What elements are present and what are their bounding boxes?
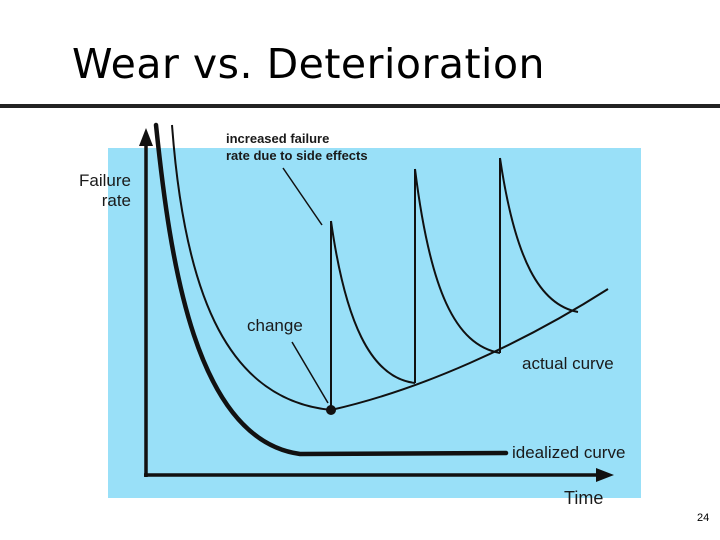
y-axis-arrowhead: [139, 128, 153, 146]
side-effects-pointer: [282, 167, 323, 226]
actual-curve-decay-3: [499, 157, 579, 313]
side-effects-annotation-line1: increased failure: [226, 131, 329, 146]
change-annotation: change: [247, 316, 303, 335]
x-axis-arrowhead: [596, 468, 614, 482]
actual-curve-label: actual curve: [522, 354, 614, 373]
actual-curve-decay-2: [414, 168, 501, 354]
idealized-curve-label: idealized curve: [512, 443, 625, 462]
title-divider: [0, 104, 720, 108]
x-axis-label: Time: [564, 488, 603, 508]
page-number: 24: [697, 512, 710, 524]
actual-curve-initial: [171, 124, 332, 411]
y-axis-label-line1: Failure: [79, 171, 131, 190]
idealized-curve: [153, 122, 509, 457]
change-point-marker: [326, 405, 336, 415]
actual-curve-decay-1: [330, 220, 416, 384]
slide-title: Wear vs. Deterioration: [72, 40, 546, 88]
y-axis-label-line2: rate: [102, 191, 131, 210]
change-pointer: [291, 341, 329, 404]
side-effects-annotation-line2: rate due to side effects: [226, 148, 368, 163]
